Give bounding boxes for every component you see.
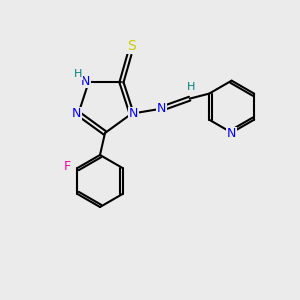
Text: N: N: [129, 107, 138, 120]
Text: H: H: [186, 82, 195, 92]
Text: H: H: [74, 69, 83, 79]
Text: N: N: [81, 75, 90, 88]
Text: S: S: [127, 39, 136, 53]
Text: N: N: [72, 107, 81, 120]
Text: N: N: [157, 102, 166, 115]
Text: F: F: [64, 160, 71, 172]
Text: N: N: [227, 127, 236, 140]
